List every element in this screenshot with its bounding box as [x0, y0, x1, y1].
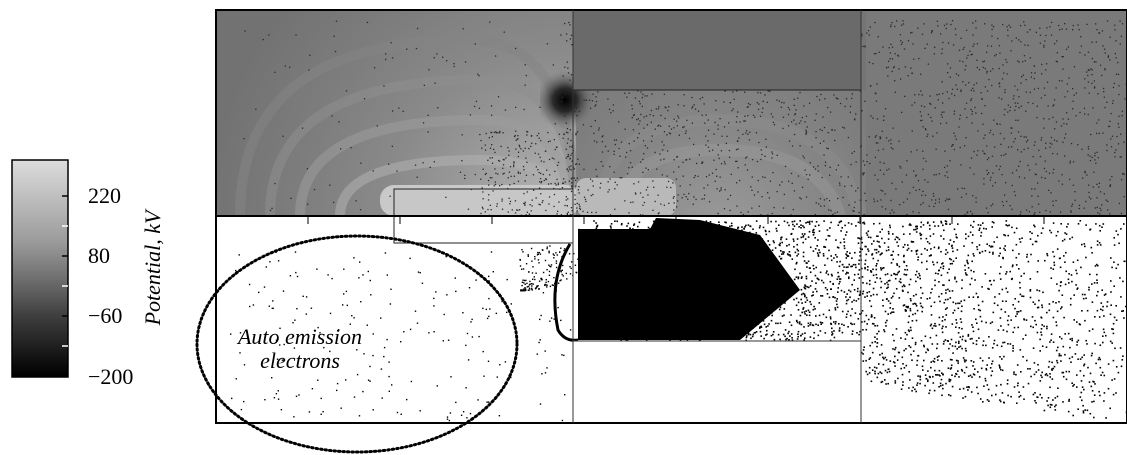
- colorbar-tick-label: 220: [88, 183, 121, 208]
- colorbar: 220 80 −60 −200 Potential, kV: [11, 159, 165, 389]
- annotation-line-2: electrons: [260, 348, 340, 373]
- colorbar-ticks: [62, 195, 68, 347]
- colorbar-tick-label: 80: [88, 243, 110, 268]
- left-electrode-outline: [393, 188, 574, 216]
- particle-panel: [216, 216, 1127, 423]
- upper-electrode: [572, 10, 862, 91]
- colorbar-gradient: [11, 159, 69, 378]
- colorbar-title: Potential, kV: [140, 208, 165, 326]
- cathode-block: [572, 340, 862, 423]
- frame-ticks: [307, 216, 1045, 224]
- colorbar-tick-label: −60: [88, 303, 122, 328]
- auto-emission-trajectory: [553, 243, 579, 342]
- annotation-ellipse: [195, 234, 519, 454]
- annotation-line-1: Auto emission: [236, 324, 362, 349]
- dense-electron-beam: [578, 218, 800, 340]
- colorbar-tick-label: −200: [88, 364, 133, 389]
- potential-map-panel: [216, 10, 1127, 216]
